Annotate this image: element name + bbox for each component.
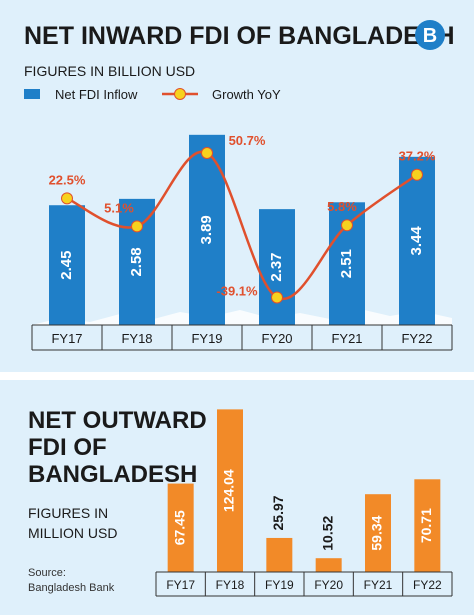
x-tick-label: FY20 bbox=[314, 578, 343, 592]
growth-value-label: -39.1% bbox=[216, 283, 258, 298]
bar-value-label: 2.45 bbox=[58, 251, 75, 280]
bar bbox=[259, 209, 295, 325]
inward-fdi-panel: NET INWARD FDI OF BANGLADESH FIGURES IN … bbox=[0, 0, 474, 372]
x-tick-label: FY22 bbox=[413, 578, 442, 592]
growth-value-label: 5.8% bbox=[327, 199, 357, 214]
legend: Net FDI Inflow Growth YoY bbox=[24, 87, 281, 102]
bar-value-label: 3.89 bbox=[198, 215, 215, 244]
source-text: Bangladesh Bank bbox=[28, 582, 115, 594]
x-tick-label: FY17 bbox=[51, 331, 82, 346]
x-tick-label: FY21 bbox=[364, 578, 393, 592]
bar-value-label: 25.97 bbox=[270, 495, 286, 530]
bar bbox=[217, 409, 243, 572]
x-axis: FY17 FY18 FY19 FY20 FY21 FY22 bbox=[31, 324, 453, 351]
growth-marker bbox=[61, 192, 73, 205]
source-label: Source: bbox=[28, 567, 66, 579]
decorative-wave bbox=[32, 309, 452, 325]
growth-value-label: 37.2% bbox=[399, 149, 436, 164]
growth-marker bbox=[411, 168, 423, 181]
logo-badge bbox=[415, 20, 445, 50]
chart-subtitle-line1: FIGURES IN bbox=[28, 505, 108, 521]
logo-letter: B bbox=[423, 25, 437, 47]
chart-title-line2: FDI OF bbox=[28, 434, 107, 461]
bar-series: 2.45 2.58 3.89 2.37 2.51 3.44 bbox=[49, 134, 435, 325]
chart-subtitle-line2: MILLION USD bbox=[28, 525, 117, 541]
bar bbox=[266, 537, 293, 572]
bar-value-label: 10.52 bbox=[319, 515, 335, 550]
bar-value-label: 2.58 bbox=[128, 247, 145, 276]
x-tick-label: FY19 bbox=[191, 331, 222, 346]
bar bbox=[167, 483, 194, 572]
legend-bar-swatch bbox=[24, 89, 40, 99]
chart-title-line3: BANGLADESH bbox=[28, 461, 197, 488]
bar bbox=[414, 479, 441, 572]
chart-title-line1: NET OUTWARD bbox=[28, 407, 207, 434]
growth-value-label: 50.7% bbox=[229, 133, 266, 148]
growth-marker bbox=[201, 147, 213, 160]
growth-marker bbox=[271, 291, 283, 304]
inward-fdi-chart: NET INWARD FDI OF BANGLADESH FIGURES IN … bbox=[24, 20, 455, 351]
bar-value-label: 124.04 bbox=[221, 469, 237, 512]
chart-title: NET INWARD FDI OF BANGLADESH bbox=[24, 22, 455, 50]
bar bbox=[399, 156, 435, 325]
growth-marker bbox=[131, 220, 143, 233]
x-tick-label: FY18 bbox=[121, 331, 152, 346]
x-tick-label: FY17 bbox=[166, 578, 195, 592]
bar-value-label: 59.34 bbox=[369, 515, 385, 550]
growth-line-series: 22.5% 5.1% 50.7% -39.1% 5.8% 37.2% bbox=[49, 133, 436, 304]
legend-line-marker bbox=[174, 88, 186, 100]
chart-subtitle: FIGURES IN BILLION USD bbox=[24, 63, 195, 79]
bar bbox=[315, 558, 342, 572]
x-tick-label: FY19 bbox=[265, 578, 294, 592]
bar-series: 67.45 124.04 25.97 10.52 59.34 70.71 bbox=[167, 409, 441, 572]
legend-line-label: Growth YoY bbox=[212, 87, 281, 102]
bar-value-label: 67.45 bbox=[171, 510, 187, 545]
growth-value-label: 5.1% bbox=[104, 200, 134, 215]
bar bbox=[119, 198, 155, 325]
x-tick-label: FY21 bbox=[331, 331, 362, 346]
x-axis: FY17 FY18 FY19 FY20 FY21 FY22 bbox=[155, 571, 453, 597]
x-tick-label: FY22 bbox=[401, 331, 432, 346]
bar-value-label: 70.71 bbox=[418, 508, 434, 543]
x-tick-label: FY18 bbox=[216, 578, 245, 592]
bar-value-label: 2.51 bbox=[338, 249, 355, 278]
logo: B bbox=[415, 20, 445, 50]
bar-value-label: 3.44 bbox=[408, 226, 425, 256]
growth-value-label: 22.5% bbox=[49, 172, 86, 187]
outward-fdi-chart: NET OUTWARD FDI OF BANGLADESH FIGURES IN… bbox=[28, 407, 453, 597]
growth-marker bbox=[341, 219, 353, 232]
bar bbox=[49, 205, 85, 325]
bar-value-label: 2.37 bbox=[268, 252, 285, 281]
bar bbox=[365, 494, 391, 572]
x-tick-label: FY20 bbox=[261, 331, 292, 346]
outward-fdi-panel: NET OUTWARD FDI OF BANGLADESH FIGURES IN… bbox=[0, 380, 474, 615]
legend-bar-label: Net FDI Inflow bbox=[55, 87, 138, 102]
